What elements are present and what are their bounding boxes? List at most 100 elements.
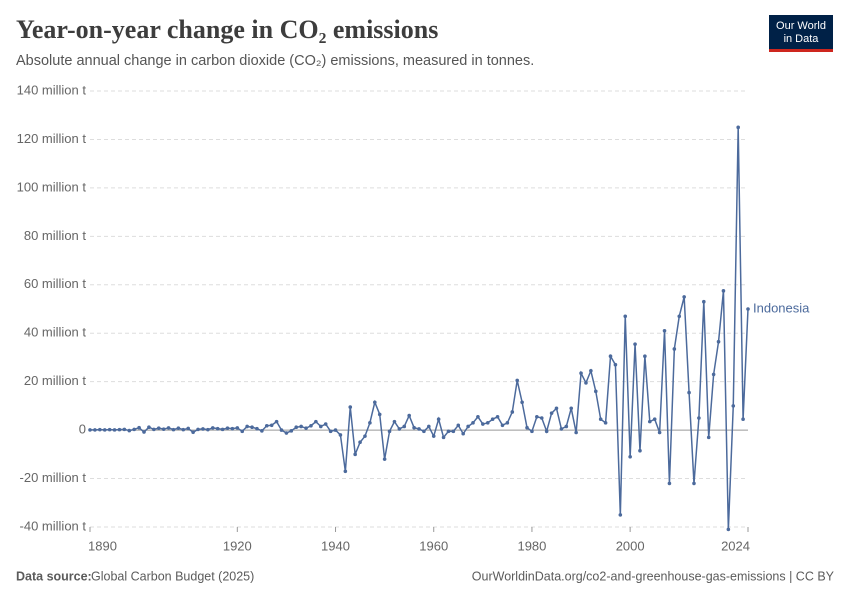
data-point xyxy=(427,424,431,429)
data-point xyxy=(530,429,534,434)
data-point xyxy=(181,427,186,432)
data-point xyxy=(269,423,274,428)
data-point xyxy=(525,425,529,430)
data-point xyxy=(446,429,451,434)
data-point xyxy=(702,299,706,304)
data-point xyxy=(431,434,436,438)
data-point xyxy=(535,414,539,419)
data-point xyxy=(161,427,166,431)
logo[interactable]: Our World in Data xyxy=(769,15,833,52)
data-point xyxy=(539,416,544,420)
data-point xyxy=(422,429,426,434)
data-point xyxy=(667,481,672,486)
data-point xyxy=(692,481,696,486)
data-point xyxy=(584,381,588,385)
data-point xyxy=(176,426,181,430)
data-point xyxy=(314,419,318,424)
y-tick-label: 80 million t xyxy=(24,228,87,243)
y-tick-label: 120 million t xyxy=(17,131,87,146)
data-point xyxy=(137,425,141,430)
data-point xyxy=(318,424,323,429)
data-point xyxy=(593,389,598,394)
data-point xyxy=(672,347,677,351)
y-tick-label: 140 million t xyxy=(17,82,87,97)
data-point xyxy=(264,423,269,428)
data-point xyxy=(102,428,107,432)
data-point xyxy=(289,429,294,433)
data-point xyxy=(633,342,637,346)
data-point xyxy=(328,429,333,434)
data-point xyxy=(500,423,505,428)
data-point xyxy=(284,431,289,435)
y-tick-label: 60 million t xyxy=(24,276,87,291)
data-point xyxy=(726,527,731,532)
data-point xyxy=(682,295,686,299)
data-point xyxy=(250,425,254,430)
x-tick-label: 1940 xyxy=(321,538,350,553)
x-tick-label: 1960 xyxy=(419,538,448,553)
data-point xyxy=(613,362,618,367)
data-point xyxy=(485,421,490,425)
data-point xyxy=(456,423,461,428)
data-point xyxy=(736,125,740,130)
logo-box xyxy=(769,15,833,49)
data-point xyxy=(107,427,112,432)
data-point xyxy=(559,427,564,431)
y-tick-label: -20 million t xyxy=(20,470,87,485)
data-point xyxy=(574,430,578,435)
data-point xyxy=(510,410,515,414)
data-point xyxy=(363,434,367,438)
series-label: Indonesia xyxy=(753,300,810,315)
data-point xyxy=(333,428,338,432)
data-point xyxy=(495,414,500,419)
data-point xyxy=(225,426,230,430)
data-point xyxy=(309,423,313,428)
x-tick-label: 1980 xyxy=(517,538,546,553)
logo-bar xyxy=(769,49,833,52)
data-point xyxy=(117,427,122,432)
data-point xyxy=(88,428,92,432)
data-point xyxy=(466,424,470,429)
data-point xyxy=(520,400,524,405)
y-tick-label: 20 million t xyxy=(24,373,87,388)
data-point xyxy=(323,422,328,426)
data-point xyxy=(220,427,225,432)
data-point xyxy=(657,430,662,435)
data-point xyxy=(373,400,377,405)
data-point xyxy=(564,424,569,429)
data-point xyxy=(579,371,583,375)
source-label: Data source: xyxy=(16,569,92,583)
data-point xyxy=(215,426,220,431)
logo-text: Our World xyxy=(776,20,826,32)
data-point xyxy=(476,414,480,419)
data-point xyxy=(412,425,416,430)
data-point xyxy=(122,427,127,432)
data-point xyxy=(436,417,441,422)
y-tick-label: 0 xyxy=(79,422,86,437)
data-point xyxy=(721,289,726,293)
data-point xyxy=(127,428,132,433)
data-point xyxy=(166,426,171,430)
data-point xyxy=(152,427,156,432)
data-point xyxy=(235,426,240,430)
data-point xyxy=(481,422,485,426)
data-point xyxy=(186,426,191,431)
data-point xyxy=(112,428,117,432)
data-point xyxy=(132,427,136,432)
data-point xyxy=(687,390,691,395)
data-point xyxy=(515,378,520,383)
data-point xyxy=(240,429,245,434)
data-point xyxy=(304,426,308,430)
url[interactable]: OurWorldinData.org/co2-and-greenhouse-ga… xyxy=(472,569,835,583)
data-point xyxy=(638,448,642,453)
data-point xyxy=(93,428,97,432)
data-point xyxy=(358,440,362,445)
data-point xyxy=(662,329,667,333)
logo-text: in Data xyxy=(784,33,820,45)
x-tick-label: 2000 xyxy=(616,538,645,553)
data-point xyxy=(554,406,559,411)
data-point xyxy=(196,427,200,432)
data-point xyxy=(451,429,456,434)
x-tick-label: 1890 xyxy=(88,538,117,553)
data-point xyxy=(490,417,495,422)
